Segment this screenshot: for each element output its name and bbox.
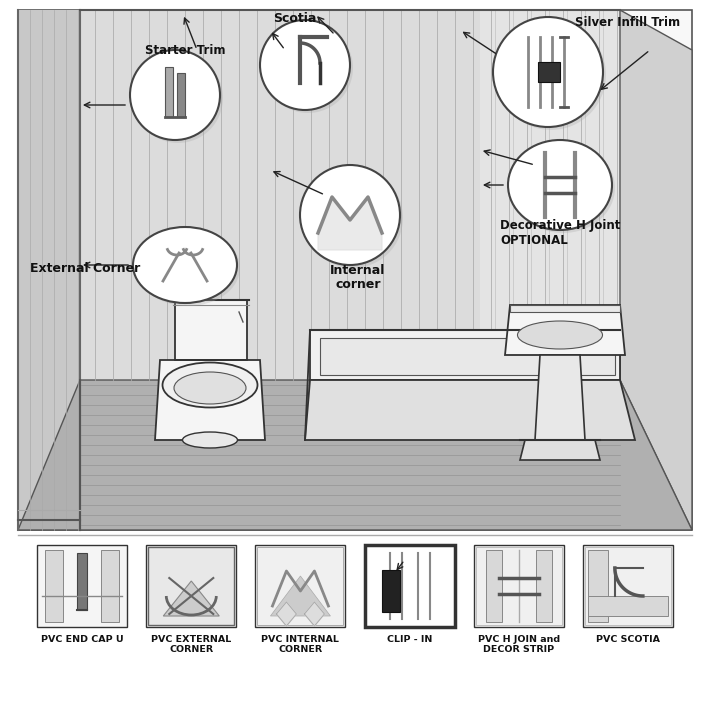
Bar [588,550,608,622]
Ellipse shape [511,143,615,233]
Polygon shape [510,305,620,312]
Bar [177,73,185,117]
Bar [45,550,63,622]
Circle shape [496,20,606,130]
Bar [148,547,234,625]
Bar [588,596,668,616]
Polygon shape [305,380,635,440]
Bar [146,545,236,627]
Circle shape [133,53,223,143]
Polygon shape [18,10,80,530]
Text: PVC END CAP U: PVC END CAP U [41,635,124,644]
Text: Silver Infill Trim: Silver Infill Trim [575,16,680,28]
Circle shape [130,50,220,140]
Bar [585,547,671,625]
Circle shape [493,17,603,127]
Ellipse shape [518,321,603,349]
Text: corner: corner [335,278,381,290]
Bar [486,550,502,622]
Bar [364,545,454,627]
Bar [476,547,562,625]
Polygon shape [155,360,265,440]
Polygon shape [80,10,620,380]
Text: CLIP - IN: CLIP - IN [387,635,432,644]
Polygon shape [620,10,692,530]
Polygon shape [480,10,620,380]
Text: External Corner: External Corner [30,261,141,275]
Polygon shape [310,330,620,380]
Text: Internal: Internal [330,263,386,276]
Polygon shape [318,197,382,250]
Circle shape [300,165,400,265]
Bar [256,545,346,627]
Polygon shape [18,380,692,530]
Text: Scotia: Scotia [273,11,317,25]
Polygon shape [520,440,600,460]
Bar [18,10,692,530]
Polygon shape [505,305,625,355]
Polygon shape [276,602,297,626]
Polygon shape [535,355,585,440]
Bar [258,547,344,625]
Circle shape [260,20,350,110]
Polygon shape [320,338,615,375]
Text: Decorative H Joint: Decorative H Joint [500,219,621,231]
Ellipse shape [136,230,240,306]
Bar [368,549,451,623]
Bar [538,62,560,82]
Ellipse shape [508,140,612,230]
Bar [77,553,87,610]
Text: PVC EXTERNAL
CORNER: PVC EXTERNAL CORNER [151,635,231,655]
Text: PVC SCOTIA: PVC SCOTIA [596,635,660,644]
Polygon shape [271,576,330,616]
Text: PVC INTERNAL
CORNER: PVC INTERNAL CORNER [261,635,339,655]
Ellipse shape [163,363,258,408]
Text: PVC H JOIN and
DECOR STRIP: PVC H JOIN and DECOR STRIP [478,635,559,655]
Bar [536,550,552,622]
Text: Starter Trim: Starter Trim [145,43,225,57]
Ellipse shape [174,372,246,404]
Ellipse shape [182,432,238,448]
Circle shape [303,168,403,268]
Polygon shape [305,602,324,626]
Bar [381,570,400,612]
Circle shape [263,23,353,113]
Bar [101,550,119,622]
Bar [474,545,564,627]
Bar [37,545,127,627]
Bar [175,300,247,360]
Ellipse shape [133,227,237,303]
Polygon shape [163,581,219,616]
Bar [165,67,173,117]
Bar [583,545,673,627]
Text: OPTIONAL: OPTIONAL [500,234,568,246]
